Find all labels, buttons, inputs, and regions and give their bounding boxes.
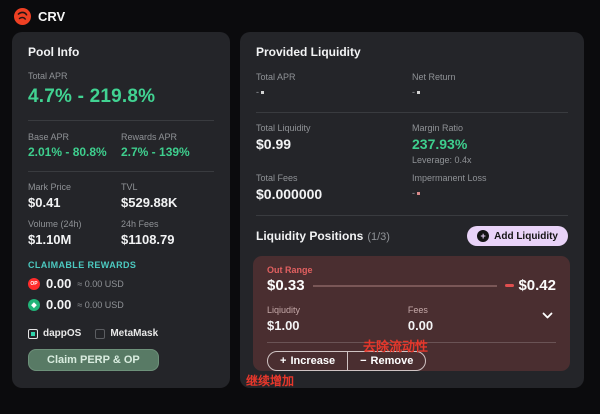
range-track	[312, 284, 498, 287]
rewards-apr-label: Rewards APR	[121, 132, 178, 142]
tvl-label: TVL	[121, 182, 138, 192]
reward-row-op: OP 0.00 ≈ 0.00 USD	[28, 276, 214, 291]
placeholder-dot	[417, 90, 420, 94]
tvl-value: $529.88K	[121, 195, 178, 210]
total-liquidity-value: $0.99	[256, 136, 292, 152]
token-header[interactable]: CRV	[14, 8, 65, 25]
positions-count: (1/3)	[367, 231, 390, 243]
mark-price-value: $0.41	[28, 195, 61, 210]
impermanent-loss-value: -	[412, 188, 568, 198]
net-return-value: -	[412, 87, 568, 97]
add-liquidity-button[interactable]: + Add Liquidity	[467, 226, 568, 246]
volume-label: Volume (24h)	[28, 219, 82, 229]
total-apr-value: 4.7% - 219.8%	[28, 86, 156, 107]
perp-reward-amount: 0.00	[46, 297, 72, 312]
token-name: CRV	[38, 9, 66, 24]
net-return-label: Net Return	[412, 72, 456, 82]
position-liquidity-value: $1.00	[267, 318, 300, 333]
position-card: Out Range $0.33 $0.42 Liqiudity $1.00 Fe…	[253, 256, 570, 371]
op-reward-usd: ≈ 0.00 USD	[77, 278, 124, 289]
wallet-option-metamask[interactable]: MetaMask	[95, 328, 158, 339]
position-fees-label: Fees	[407, 305, 428, 315]
volume-value: $1.10M	[28, 232, 72, 247]
total-apr-label: Total APR	[28, 71, 68, 81]
divider	[28, 120, 214, 121]
metamask-checkbox[interactable]	[95, 328, 106, 339]
claim-rewards-button[interactable]: Claim PERP & OP	[28, 349, 159, 371]
op-reward-amount: 0.00	[46, 276, 72, 291]
divider	[256, 215, 568, 216]
fees-24h-value: $1108.79	[121, 232, 175, 247]
price-range-row: $0.33 $0.42	[267, 277, 556, 294]
perp-token-icon: ◆	[28, 298, 40, 311]
margin-ratio-value: 237.93%	[412, 136, 468, 152]
wallet-selector: dappOS MetaMask	[28, 328, 214, 339]
liquidity-positions-heading: Liquidity Positions (1/3)	[256, 227, 390, 245]
divider	[28, 171, 214, 172]
divider	[256, 112, 568, 113]
out-range-status: Out Range	[267, 265, 313, 275]
claimable-rewards-label: CLAIMABLE REWARDS	[28, 260, 137, 270]
position-liquidity-label: Liqiudity	[267, 305, 301, 315]
pool-info-panel: Pool Info Total APR 4.7% - 219.8% Base A…	[12, 32, 230, 388]
base-apr-value: 2.01% - 80.8%	[28, 145, 107, 159]
base-apr-label: Base APR	[28, 132, 70, 142]
pool-info-title: Pool Info	[28, 45, 80, 59]
wallet-option-dappos[interactable]: dappOS	[28, 328, 81, 339]
mark-price-label: Mark Price	[28, 182, 72, 192]
placeholder-dot	[261, 90, 264, 94]
total-liquidity-label: Total Liquidity	[256, 123, 311, 133]
minus-icon: −	[360, 355, 367, 367]
pl-total-apr-label: Total APR	[256, 72, 296, 82]
total-fees-value: $0.000000	[256, 186, 323, 202]
total-fees-label: Total Fees	[256, 173, 298, 183]
add-liquidity-label: Add Liquidity	[494, 230, 558, 242]
placeholder-dot	[417, 191, 420, 195]
provided-liquidity-title: Provided Liquidity	[256, 45, 361, 59]
dappos-checkbox[interactable]	[28, 328, 38, 339]
position-fees-value: 0.00	[407, 318, 434, 333]
rewards-apr-value: 2.7% - 139%	[121, 145, 190, 159]
dappos-label: dappOS	[43, 328, 82, 339]
leverage-value: Leverage: 0.4x	[412, 155, 472, 165]
card-divider	[267, 342, 556, 343]
annotation-keep-adding: 继续增加	[246, 374, 295, 388]
annotation-remove-liquidity: 去除流动性	[363, 339, 429, 354]
remove-button[interactable]: − Remove	[347, 352, 425, 370]
provided-liquidity-panel: Provided Liquidity Total APR - Net Retur…	[240, 32, 584, 388]
reward-row-perp: ◆ 0.00 ≈ 0.00 USD	[28, 297, 214, 312]
perp-reward-usd: ≈ 0.00 USD	[77, 299, 124, 310]
positions-title: Liquidity Positions	[256, 229, 364, 243]
range-high-value: $0.42	[518, 277, 556, 294]
position-actions: + Increase − Remove	[267, 351, 427, 371]
pl-total-apr-value: -	[256, 87, 412, 97]
increase-button[interactable]: + Increase	[268, 352, 347, 370]
plus-icon: +	[477, 230, 490, 242]
metamask-label: MetaMask	[110, 328, 159, 339]
plus-icon: +	[280, 355, 287, 367]
op-token-icon: OP	[28, 277, 40, 290]
impermanent-loss-label: Impermanent Loss	[412, 173, 487, 183]
range-low-value: $0.33	[267, 277, 305, 294]
margin-ratio-label: Margin Ratio	[412, 123, 464, 133]
crv-token-icon	[14, 8, 31, 25]
chevron-down-icon[interactable]	[542, 306, 556, 324]
price-marker-icon	[505, 284, 515, 287]
fees-24h-label: 24h Fees	[121, 219, 159, 229]
